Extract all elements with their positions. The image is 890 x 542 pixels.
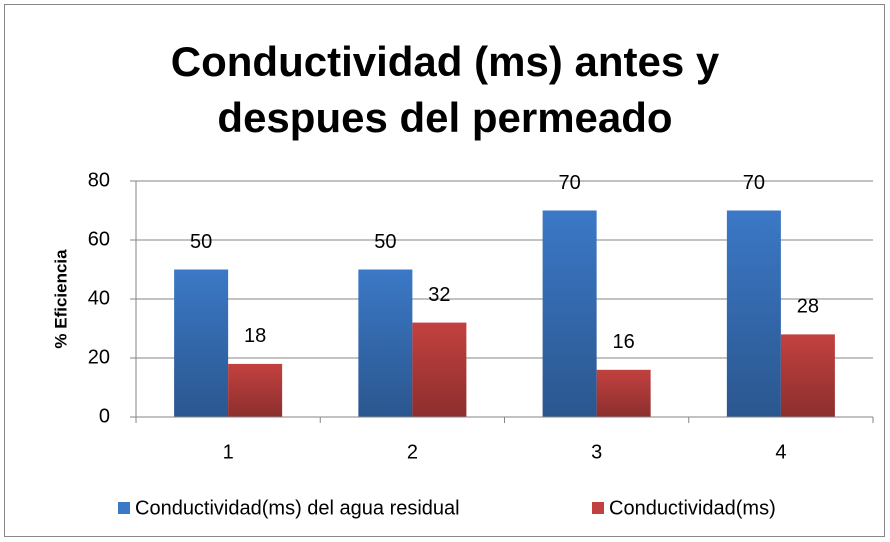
bar-shade [174, 269, 229, 417]
data-label: 70 [559, 172, 581, 194]
bar-shade [596, 369, 651, 417]
data-label: 28 [797, 296, 819, 318]
legend-label: Conductividad(ms) [609, 497, 776, 519]
data-label: 18 [244, 325, 266, 347]
data-label: 70 [743, 172, 765, 194]
legend-label: Conductividad(ms) del agua residual [135, 497, 460, 519]
legend-swatch [592, 502, 604, 514]
data-label: 16 [613, 331, 635, 353]
y-tick-label: 80 [88, 169, 110, 191]
bar-shade [726, 210, 781, 417]
legend-swatch [118, 502, 130, 514]
bar-shade [358, 269, 413, 417]
bar-shade [228, 363, 283, 417]
y-axis-label: % Eficiencia [51, 249, 70, 349]
y-tick-label: 40 [88, 287, 110, 309]
data-label: 32 [428, 284, 450, 306]
x-tick-label: 2 [407, 441, 418, 463]
chart-title: Conductividad (ms) antes y despues del p… [170, 38, 720, 141]
y-tick-label: 20 [88, 346, 110, 368]
bar-shade [542, 210, 597, 417]
bar-shade [780, 334, 835, 417]
bar-shade [412, 322, 467, 417]
x-tick-label: 4 [775, 441, 786, 463]
x-tick-label: 3 [591, 441, 602, 463]
data-label: 50 [190, 231, 212, 253]
y-tick-label: 0 [99, 405, 110, 427]
x-tick-label: 1 [223, 441, 234, 463]
data-label: 50 [374, 231, 396, 253]
y-tick-label: 60 [88, 228, 110, 250]
